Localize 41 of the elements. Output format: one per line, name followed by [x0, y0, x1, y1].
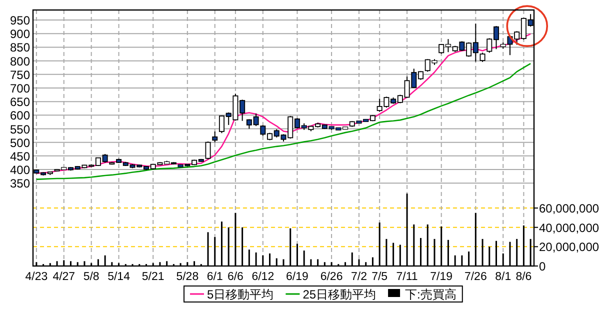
candlestick	[480, 52, 486, 62]
x-tick-label: 6/6	[227, 271, 244, 283]
candlestick	[205, 141, 211, 160]
candlestick	[212, 130, 218, 143]
x-tick-label: 4/27	[52, 271, 76, 283]
y-tick-label: 950	[10, 14, 30, 28]
legend-label: 5日移動平均	[207, 288, 274, 302]
y-tick-label: 400	[10, 163, 30, 178]
y-tick-label: 700	[10, 81, 30, 96]
x-tick-label: 8/1	[495, 271, 512, 283]
y-tick-label: 550	[10, 122, 30, 136]
y-tick-label: 750	[10, 68, 30, 82]
y-tick-label: 450	[10, 149, 30, 164]
x-tick-label: 7/2	[350, 271, 367, 283]
legend-label: 下:売買高	[405, 288, 456, 302]
y-tick-label: 850	[10, 40, 30, 55]
x-tick-label: 5/28	[176, 271, 199, 283]
y2-tick-label: 20,000,000	[539, 240, 600, 254]
legend-label: 25日移動平均	[302, 288, 376, 302]
y-tick-label: 500	[10, 136, 30, 150]
x-tick-label: 7/5	[372, 271, 388, 283]
x-tick-label: 5/14	[108, 271, 131, 283]
x-tick-label: 6/12	[252, 271, 274, 283]
y-tick-label: 650	[10, 95, 30, 110]
x-tick-label: 7/11	[396, 271, 418, 283]
y2-tick-label: 40,000,000	[539, 220, 600, 235]
x-tick-label: 5/8	[83, 271, 100, 283]
y-tick-label: 900	[10, 27, 30, 42]
y-tick-label: 800	[10, 54, 30, 68]
y-tick-label: 600	[10, 108, 30, 123]
x-tick-label: 7/26	[464, 271, 487, 283]
x-tick-label: 4/23	[25, 271, 48, 283]
x-tick-label: 6/26	[320, 271, 343, 283]
x-tick-label: 5/21	[142, 271, 164, 283]
x-tick-label: 7/19	[430, 271, 453, 283]
y2-tick-label: 60,000,000	[539, 202, 600, 216]
x-tick-label: 6/19	[286, 271, 308, 283]
x-tick-label: 8/6	[516, 271, 532, 283]
y-tick-label: 350	[10, 176, 30, 191]
y2-tick-label: 0	[539, 260, 546, 274]
x-tick-label: 6/1	[206, 271, 223, 283]
